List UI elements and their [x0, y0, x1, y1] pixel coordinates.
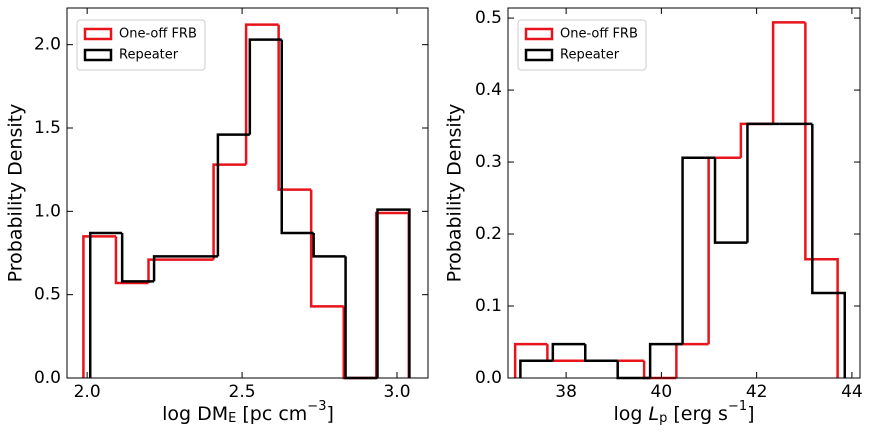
hist-step [584, 344, 618, 362]
x-tick-label: 2.5 [229, 382, 256, 402]
hist-step [342, 306, 377, 380]
plot-frame [507, 7, 861, 379]
hist-step [513, 342, 548, 378]
y-tick-label: 0.5 [475, 8, 502, 28]
x-label-sub: E [228, 411, 236, 426]
x-label-part: [pc cm [236, 403, 307, 425]
x-label-part: [erg s [667, 403, 728, 425]
x-tick-label: 40 [651, 382, 673, 402]
hist-step [277, 24, 312, 191]
legend-label: One-off FRB [119, 27, 197, 42]
hist-step [811, 123, 847, 378]
legend-swatch [83, 48, 113, 62]
y-tick-label: 2.0 [34, 35, 61, 55]
x-label-sup: −3 [307, 399, 326, 414]
legend-label: Repeater [119, 48, 179, 63]
hist-step [82, 235, 116, 378]
hist-step [746, 122, 780, 243]
hist-step [147, 258, 182, 283]
x-label-part: ] [747, 403, 754, 425]
y-axis-label: Probability Density [444, 104, 466, 283]
x-axis-label: log DME [pc cm−3] [162, 399, 334, 426]
x-tick-label: 42 [746, 382, 768, 402]
hist-step [713, 157, 748, 244]
legend-label: Repeater [560, 48, 620, 63]
y-tick-label: 0.0 [34, 368, 61, 388]
hist-step [212, 163, 247, 260]
y-tick-label: 0.0 [475, 368, 502, 388]
y-tick-label: 1.5 [34, 118, 61, 138]
y-axis-label: Probability Density [5, 104, 27, 283]
y-tick-label: 0.5 [34, 285, 61, 305]
hist-step [120, 233, 155, 283]
legend-box [517, 19, 647, 71]
hist-step [771, 21, 806, 124]
hist-step [244, 23, 279, 165]
hist-step [248, 38, 282, 135]
hist-step [375, 211, 411, 378]
hist-step [309, 189, 344, 308]
hist-step [376, 208, 411, 378]
x-label-part: L [648, 403, 659, 425]
hist-step [707, 156, 741, 345]
y-tick-label: 0.4 [475, 80, 502, 100]
legend-swatch [524, 27, 554, 41]
hist-step [312, 233, 346, 258]
x-label-part: ] [326, 403, 333, 425]
x-tick-label: 38 [555, 382, 577, 402]
legend-swatch [524, 48, 554, 62]
x-label-part: log [613, 403, 648, 425]
hist-step [681, 156, 716, 345]
x-axis-label: log Lp [erg s−1] [613, 399, 754, 426]
y-tick-label: 0.2 [475, 224, 502, 244]
hist-step [519, 359, 553, 378]
hist-step [804, 22, 839, 378]
plot-frame [66, 7, 429, 379]
x-tick-label: 2.0 [74, 382, 101, 402]
y-tick-label: 0.3 [475, 152, 502, 172]
hist-step [648, 342, 683, 378]
x-label-part: log DM [162, 403, 228, 425]
x-tick-label: 44 [841, 382, 863, 402]
hist-step [114, 236, 149, 285]
y-tick-label: 1.0 [34, 201, 61, 221]
hist-step [739, 122, 774, 158]
y-tick-label: 0.1 [475, 296, 502, 316]
x-label-sup: −1 [728, 399, 747, 414]
legend-label: One-off FRB [560, 27, 638, 42]
hist-step [344, 256, 378, 380]
legend-swatch [83, 27, 113, 41]
legend-box [76, 19, 206, 71]
hist-step [675, 342, 709, 378]
x-tick-label: 3.0 [383, 382, 410, 402]
hist-step [216, 133, 250, 257]
hist-step [280, 39, 314, 235]
hist-step [152, 255, 186, 282]
x-label-sub: p [659, 411, 667, 426]
hist-step [551, 342, 586, 361]
hist-step [88, 231, 123, 378]
